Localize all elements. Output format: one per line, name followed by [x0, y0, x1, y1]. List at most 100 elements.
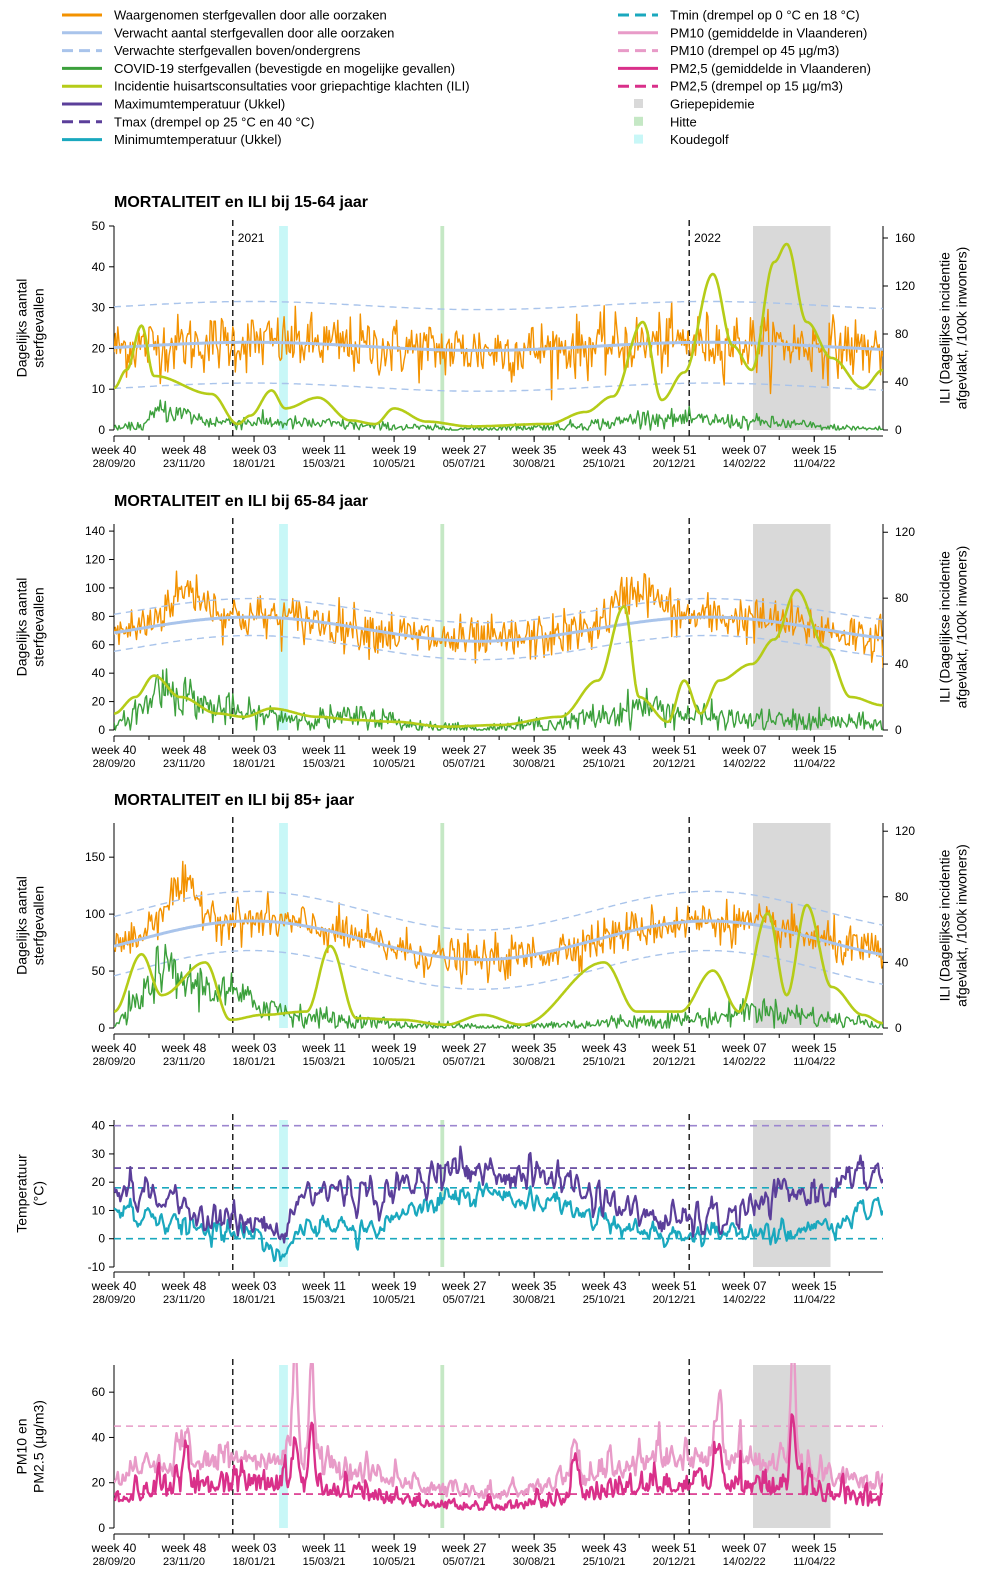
y-tick-label: 50 [92, 219, 106, 233]
year-marker-label: 2021 [238, 231, 265, 245]
x-tick-date-label: 28/09/20 [93, 758, 136, 770]
legend-item-waargenomen-sterfgevallen-door-alle-oorzaken: Waargenomen sterfgevallen door alle oorz… [62, 8, 387, 23]
legend-swatch-square [634, 116, 643, 126]
legend-item-pm2-5-gemiddelde-in-vlaanderen: PM2,5 (gemiddelde in Vlaanderen) [618, 61, 871, 76]
x-tick-date-label: 28/09/20 [93, 458, 136, 470]
x-tick-week-label: week 51 [651, 1279, 697, 1293]
x-tick-week-label: week 07 [721, 443, 767, 457]
x-tick-week-label: week 11 [301, 743, 346, 757]
x-tick-date-label: 20/12/21 [653, 1294, 696, 1306]
legend-right-column: Tmin (drempel op 0 °C en 18 °C) PM10 (gem… [618, 8, 871, 147]
y2-tick-label: 80 [895, 591, 909, 605]
x-tick-date-label: 15/03/21 [303, 1056, 346, 1068]
legend-item-pm10-drempel-op-45-g-m3: PM10 (drempel op 45 µg/m3) [618, 43, 839, 58]
legend-label: Verwachte sterfgevallen boven/ondergrens [114, 43, 361, 58]
x-tick-week-label: week 19 [371, 743, 417, 757]
x-tick-week-label: week 11 [301, 1041, 346, 1055]
y-axis-title: Dagelijks aantal sterfgevallen [14, 279, 47, 378]
x-tick-date-label: 20/12/21 [653, 1056, 696, 1068]
y-tick-label: 30 [92, 1147, 106, 1161]
y-axis-title-line: Dagelijks aantal [14, 876, 30, 975]
expected-deaths-series [114, 919, 883, 962]
x-tick-week-label: week 07 [721, 1541, 767, 1555]
x-tick-week-label: week 43 [581, 443, 627, 457]
y2-tick-label: 0 [895, 723, 902, 737]
y2-axis-title-line: ILI (Dagelijkse incidentie [937, 252, 953, 404]
panel-5: 0 20 40 60 PM10 en PM2.5 (µg/m3) week 4028/09/… [14, 1359, 883, 1568]
series-group [114, 242, 883, 431]
expected-upper-series [114, 890, 883, 931]
legend-label: Koudegolf [670, 132, 729, 147]
x-tick-date-label: 10/05/21 [373, 758, 416, 770]
x-tick-week-label: week 35 [511, 1041, 557, 1055]
x-tick-week-label: week 15 [791, 1541, 837, 1555]
panel-title: MORTALITEIT en ILI bij 85+ jaar [114, 792, 354, 809]
x-tick-week-label: week 43 [581, 1041, 627, 1055]
shade-koudegolf [279, 524, 288, 730]
y-tick-label: 100 [85, 581, 105, 595]
panel-4: -10 0 10 20 30 40 Temperatuur (°C) week 4028/09/… [14, 1114, 883, 1306]
legend-item-hitte: Hitte [634, 114, 697, 129]
y2-axis-title: ILI (Dagelijkse incidentie afgevlakt, /10… [937, 844, 970, 1007]
x-tick-week-label: week 15 [791, 1041, 837, 1055]
x-tick-week-label: week 03 [231, 443, 277, 457]
x-tick-week-label: week 51 [651, 1041, 697, 1055]
x-tick-date-label: 18/01/21 [233, 758, 276, 770]
x-tick-date-label: 11/04/22 [793, 758, 835, 770]
y-tick-label: 0 [98, 423, 105, 437]
x-tick-date-label: 18/01/21 [233, 1294, 276, 1306]
x-tick-date-label: 18/01/21 [233, 1056, 276, 1068]
y-tick-label: 20 [92, 1476, 106, 1490]
x-tick-date-label: 15/03/21 [303, 1556, 346, 1568]
series-group [114, 570, 883, 731]
y2-tick-label: 120 [895, 525, 915, 539]
shade-koudegolf [279, 1120, 288, 1267]
year-marker-label: 2022 [694, 231, 721, 245]
covid-deaths-series [114, 399, 883, 431]
x-tick-date-label: 14/02/22 [723, 1294, 766, 1306]
x-tick-date-label: 28/09/20 [93, 1556, 136, 1568]
expected-upper-series [114, 597, 883, 624]
panel-2: MORTALITEIT en ILI bij 65-84 jaar 0 20 40 60… [14, 493, 970, 770]
x-tick-week-label: week 27 [441, 743, 487, 757]
legend-label: COVID-19 sterfgevallen (bevestigde en mo… [114, 61, 455, 76]
y2-tick-label: 0 [895, 423, 902, 437]
x-tick-date-label: 11/04/22 [793, 458, 835, 470]
y-tick-label: 0 [98, 1232, 105, 1246]
y-axis-title-line: Dagelijks aantal [14, 578, 30, 677]
x-tick-week-label: week 27 [441, 1041, 487, 1055]
y2-axis-title: ILI (Dagelijkse incidentie afgevlakt, /10… [937, 247, 970, 410]
y-tick-label: 60 [92, 1385, 106, 1399]
y-axis-title: Temperatuur (°C) [14, 1154, 47, 1233]
shade-hitte [440, 1120, 445, 1267]
y2-axis-title-line: afgevlakt, /100k inwoners) [954, 546, 970, 709]
legend-item-pm10-gemiddelde-in-vlaanderen: PM10 (gemiddelde in Vlaanderen) [618, 25, 867, 40]
x-tick-date-label: 05/07/21 [443, 1294, 486, 1306]
ili-series [114, 588, 883, 728]
y-axis-title: Dagelijks aantal sterfgevallen [14, 876, 47, 975]
expected-lower-series [114, 634, 883, 661]
x-tick-week-label: week 43 [581, 1279, 627, 1293]
y-axis-title-line: sterfgevallen [31, 886, 47, 965]
x-tick-date-label: 23/11/20 [163, 1556, 205, 1568]
x-tick-date-label: 05/07/21 [443, 458, 486, 470]
y-axis-title-line: Dagelijks aantal [14, 279, 30, 378]
y-axis-title: PM10 en PM2.5 (µg/m3) [14, 1400, 47, 1493]
panel-1: MORTALITEIT en ILI bij 15-64 jaar 0 10 20 30… [14, 194, 970, 470]
y-axis-title: Dagelijks aantal sterfgevallen [14, 578, 47, 677]
x-tick-week-label: week 40 [91, 1279, 137, 1293]
expected-deaths-series [114, 340, 883, 352]
y-tick-label: -10 [88, 1260, 106, 1274]
y2-axis-title-line: ILI (Dagelijkse incidentie [937, 551, 953, 703]
x-tick-week-label: week 48 [161, 1279, 207, 1293]
observed-deaths-series [114, 860, 883, 985]
y-axis-title-line: (°C) [31, 1181, 47, 1206]
x-tick-date-label: 15/03/21 [303, 458, 346, 470]
pm25-series [114, 1413, 883, 1511]
expected-upper-series [114, 300, 883, 311]
x-tick-date-label: 20/12/21 [653, 458, 696, 470]
x-tick-date-label: 18/01/21 [233, 458, 276, 470]
shade-hitte [440, 823, 445, 1028]
x-tick-week-label: week 35 [511, 743, 557, 757]
